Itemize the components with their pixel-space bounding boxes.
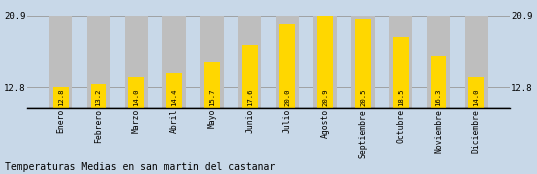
Text: 20.9: 20.9 bbox=[322, 89, 328, 106]
Bar bbox=[275, 16, 299, 108]
Bar bbox=[427, 16, 450, 108]
Text: 20.5: 20.5 bbox=[360, 89, 366, 106]
Bar bbox=[238, 16, 262, 108]
Text: 12.8: 12.8 bbox=[57, 89, 64, 106]
Bar bbox=[351, 16, 375, 108]
Bar bbox=[49, 16, 72, 108]
Bar bbox=[389, 16, 412, 108]
Bar bbox=[431, 56, 446, 108]
Text: Temperaturas Medias en san martin del castanar: Temperaturas Medias en san martin del ca… bbox=[5, 162, 275, 172]
Text: 14.0: 14.0 bbox=[473, 89, 480, 106]
Bar bbox=[465, 16, 488, 108]
Bar bbox=[317, 16, 333, 108]
Bar bbox=[91, 84, 106, 108]
Bar bbox=[314, 16, 337, 108]
Bar bbox=[125, 16, 148, 108]
Text: 18.5: 18.5 bbox=[398, 89, 404, 106]
Text: 16.3: 16.3 bbox=[436, 89, 441, 106]
Text: 13.2: 13.2 bbox=[96, 89, 101, 106]
Bar bbox=[87, 16, 110, 108]
Bar bbox=[204, 62, 220, 108]
Text: 15.7: 15.7 bbox=[209, 89, 215, 106]
Text: 17.6: 17.6 bbox=[246, 89, 252, 106]
Text: 20.0: 20.0 bbox=[285, 89, 291, 106]
Bar bbox=[279, 24, 295, 108]
Text: 14.4: 14.4 bbox=[171, 89, 177, 106]
Bar bbox=[53, 87, 69, 108]
Text: 14.0: 14.0 bbox=[133, 89, 139, 106]
Bar bbox=[166, 73, 182, 108]
Bar bbox=[355, 19, 371, 108]
Bar bbox=[162, 16, 186, 108]
Bar bbox=[200, 16, 223, 108]
Bar bbox=[468, 77, 484, 108]
Bar bbox=[242, 45, 258, 108]
Bar bbox=[393, 37, 409, 108]
Bar bbox=[128, 77, 144, 108]
